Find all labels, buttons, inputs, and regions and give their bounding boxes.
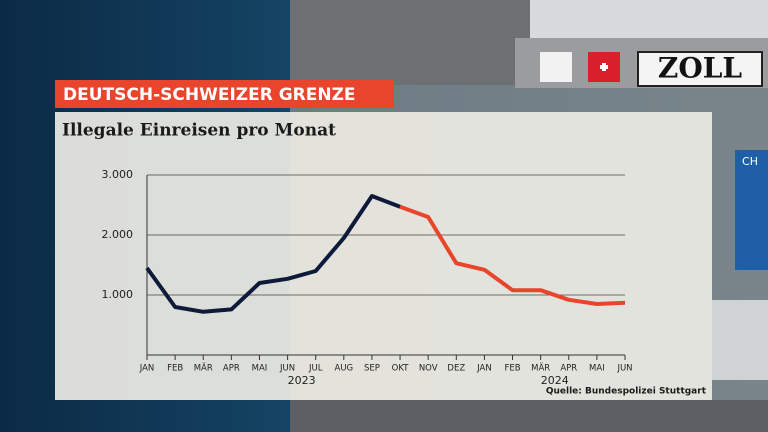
label-box xyxy=(55,80,394,108)
x-group-label: 2023 xyxy=(288,374,316,387)
x-tick-label: APR xyxy=(223,364,240,374)
x-tick-label: OKT xyxy=(392,364,410,374)
y-tick-label: 2.000 xyxy=(102,228,134,241)
x-tick-label: APR xyxy=(560,364,577,374)
x-tick-label: JUN xyxy=(616,364,632,374)
source: Quelle: Bundespolizei Stuttgart xyxy=(546,387,707,397)
x-tick-label: MAI xyxy=(589,364,605,374)
chart-panel xyxy=(55,112,712,400)
line xyxy=(399,204,626,306)
x-tick-label: FEB xyxy=(504,364,520,374)
x-group-label: 2024 xyxy=(541,374,569,387)
x-tick-label: NOV xyxy=(419,364,438,374)
x-tick-label: DEZ xyxy=(447,364,465,374)
y-tick-label: 3.000 xyxy=(102,168,134,181)
chart-title: Illegale Einreisen pro Monat xyxy=(62,121,336,141)
x-tick-label: JUN xyxy=(279,364,295,374)
x-tick-label: SEP xyxy=(364,364,380,374)
chart-label: DEUTSCH-SCHWEIZER GRENZE xyxy=(63,85,356,105)
x-tick-label: MÄR xyxy=(194,363,213,374)
x-tick-label: JAN xyxy=(476,364,492,374)
zoll-sign: ZOLL xyxy=(658,52,743,85)
x-tick-label: MÄR xyxy=(531,363,550,374)
x-tick-label: AUG xyxy=(335,364,354,374)
x-tick-label: MAI xyxy=(252,364,268,374)
y-tick-label: 1.000 xyxy=(102,288,134,301)
x-tick-label: FEB xyxy=(167,364,183,374)
line xyxy=(145,194,401,314)
lane-sign: CH xyxy=(742,155,758,168)
x-tick-label: JUL xyxy=(308,364,323,374)
x-tick-label: JAN xyxy=(139,364,155,374)
